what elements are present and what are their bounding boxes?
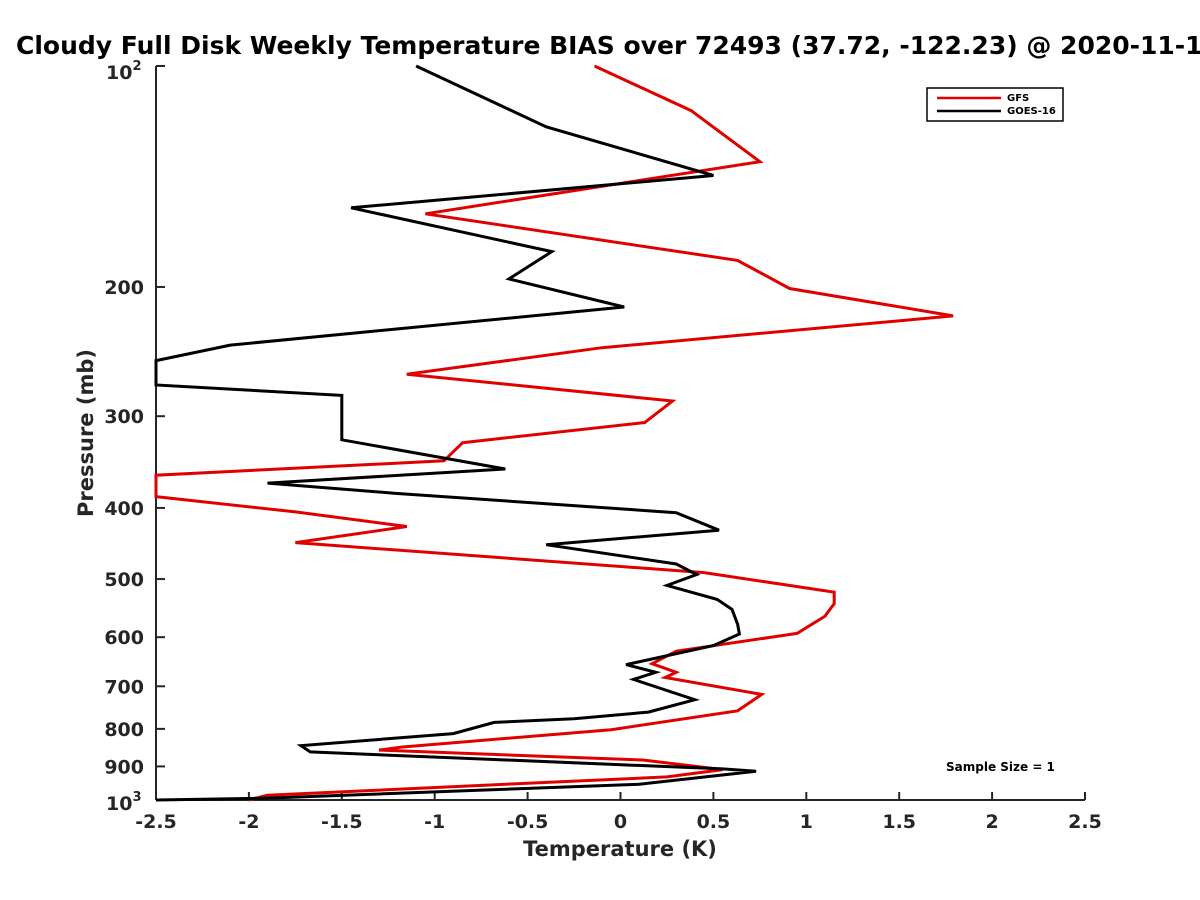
x-tick-label: -2 xyxy=(238,811,259,833)
x-tick-label: 0.5 xyxy=(697,811,731,833)
x-tick-label: 0 xyxy=(614,811,627,833)
x-tick-label: -0.5 xyxy=(507,811,549,833)
y-tick-label: 300 xyxy=(104,406,144,428)
x-tick-label: 1.5 xyxy=(882,811,916,833)
series-line-gfs xyxy=(154,64,954,802)
x-tick-label: -1 xyxy=(424,811,445,833)
y-tick-label-bottom: 103 xyxy=(106,790,142,815)
chart-title: Cloudy Full Disk Weekly Temperature BIAS… xyxy=(16,31,1200,60)
y-ticks: 200 300 400 500 600 700 800 900 xyxy=(104,65,165,801)
sample-size-annotation: Sample Size = 1 xyxy=(946,760,1055,774)
y-tick-label: 800 xyxy=(104,719,144,741)
y-tick-label: 700 xyxy=(104,676,144,698)
y-tick-label: 200 xyxy=(104,277,144,299)
y-tick-label: 900 xyxy=(104,756,144,778)
y-tick-label: 500 xyxy=(104,569,144,591)
series-layer xyxy=(154,64,954,802)
x-tick-label: -1.5 xyxy=(321,811,363,833)
y-tick-label: 400 xyxy=(104,498,144,520)
y-axis-label: Pressure (mb) xyxy=(74,349,98,517)
x-tick-label: 2.5 xyxy=(1068,811,1102,833)
legend: GFS GOES-16 xyxy=(926,87,1064,122)
y-tick-label-top: 102 xyxy=(106,59,142,84)
x-ticks: -2.5 -2 -1.5 -1 -0.5 0 0.5 1 1.5 2 2.5 xyxy=(135,792,1102,833)
legend-label-goes16: GOES-16 xyxy=(1007,106,1056,117)
x-axis-label: Temperature (K) xyxy=(523,837,717,861)
x-tick-label: 2 xyxy=(985,811,998,833)
x-tick-label: 1 xyxy=(800,811,813,833)
y-tick-label: 600 xyxy=(104,627,144,649)
x-tick-label: -2.5 xyxy=(135,811,177,833)
series-line-goes16 xyxy=(154,64,757,802)
legend-label-gfs: GFS xyxy=(1007,93,1029,104)
legend-box xyxy=(926,87,1064,122)
